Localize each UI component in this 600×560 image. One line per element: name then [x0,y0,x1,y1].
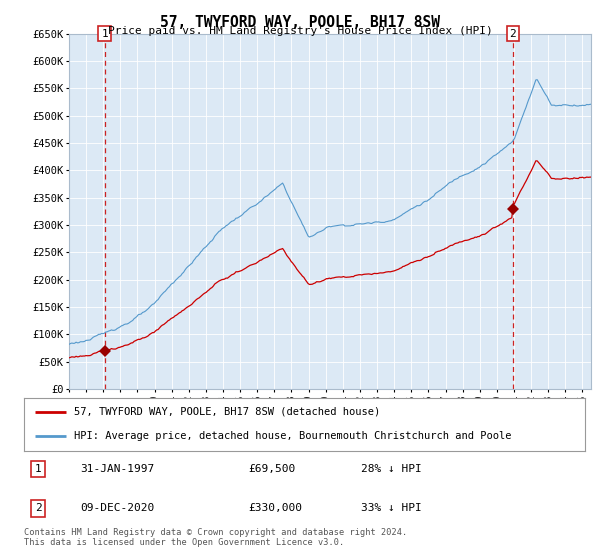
Text: 31-JAN-1997: 31-JAN-1997 [80,464,154,474]
Text: Price paid vs. HM Land Registry's House Price Index (HPI): Price paid vs. HM Land Registry's House … [107,26,493,36]
Text: 28% ↓ HPI: 28% ↓ HPI [361,464,421,474]
Text: 1: 1 [35,464,41,474]
Text: 09-DEC-2020: 09-DEC-2020 [80,503,154,513]
Text: 1: 1 [101,29,108,39]
Text: 2: 2 [509,29,517,39]
Text: £69,500: £69,500 [248,464,296,474]
Text: 57, TWYFORD WAY, POOLE, BH17 8SW (detached house): 57, TWYFORD WAY, POOLE, BH17 8SW (detach… [74,407,381,417]
Text: Contains HM Land Registry data © Crown copyright and database right 2024.
This d: Contains HM Land Registry data © Crown c… [24,528,407,547]
Text: 33% ↓ HPI: 33% ↓ HPI [361,503,421,513]
Text: 2: 2 [35,503,41,513]
Text: £330,000: £330,000 [248,503,302,513]
Text: 57, TWYFORD WAY, POOLE, BH17 8SW: 57, TWYFORD WAY, POOLE, BH17 8SW [160,15,440,30]
Text: HPI: Average price, detached house, Bournemouth Christchurch and Poole: HPI: Average price, detached house, Bour… [74,431,512,441]
